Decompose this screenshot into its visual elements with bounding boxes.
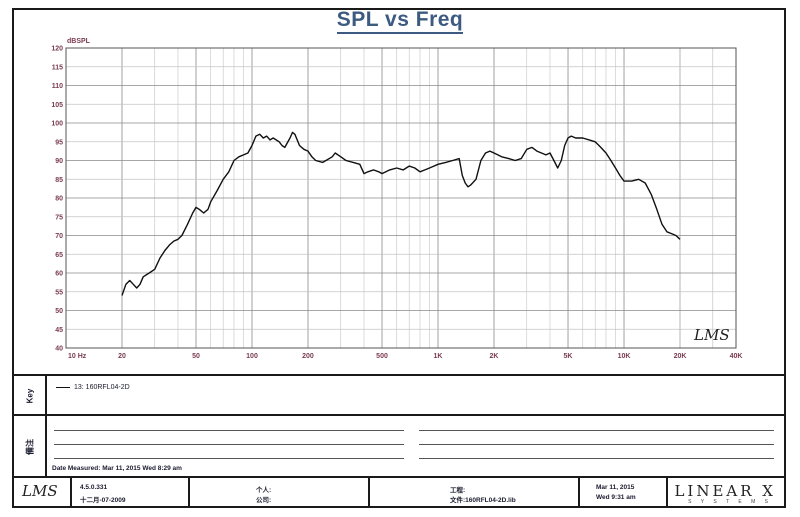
y-tick-label: 75 <box>55 214 63 221</box>
y-tick-label: 50 <box>55 308 63 315</box>
y-tick-label: 95 <box>55 139 63 146</box>
footer-version-cell: 4.5.0.331 十二月-07-2009 <box>72 478 190 508</box>
x-tick-label: 2K <box>490 353 499 360</box>
legend-line-swatch <box>56 387 70 388</box>
y-tick-label: 70 <box>55 233 63 240</box>
x-tick-label: 1K <box>434 353 443 360</box>
project-label: 工程: <box>450 487 466 494</box>
legend-entry: 13: 160RFL04-2D <box>56 384 130 391</box>
y-tick-label: 65 <box>55 252 63 259</box>
x-tick-label: 40K <box>730 353 743 360</box>
y-axis-unit-label: dBSPL <box>67 38 90 45</box>
note-line <box>419 430 774 431</box>
y-tick-label: 115 <box>52 64 63 71</box>
chart-title: SPL vs Freq <box>0 8 800 34</box>
legend-tab: Key <box>14 376 47 416</box>
note-line <box>419 444 774 445</box>
footer-date: Mar 11, 2015 <box>596 484 635 491</box>
company-label: 公司: <box>256 497 272 504</box>
footer-day-time: Wed 9:31 am <box>596 494 636 501</box>
y-tick-label: 120 <box>51 46 63 53</box>
linearx-logo-subtitle: S Y S T E M S <box>688 499 772 505</box>
y-tick-label: 100 <box>51 121 63 128</box>
software-version: 4.5.0.331 <box>80 484 108 491</box>
footer-date-cell: Mar 11, 2015 Wed 9:31 am <box>580 478 668 508</box>
notes-panel: 備注 Date Measured: Mar 11, 2015 Wed 8:29 … <box>14 414 784 478</box>
footer-logo-cell: LMS <box>14 478 72 508</box>
linearx-logo: LINEAR X <box>674 482 776 500</box>
y-tick-label: 90 <box>55 158 63 165</box>
legend-panel: Key 13: 160RFL04-2D <box>14 374 784 416</box>
note-line <box>419 458 774 459</box>
spl-chart: 40 45 50 55 60 65 70 75 80 85 90 95 100 105 110 115 120 1… <box>51 46 743 361</box>
x-tick-label: 100 <box>246 353 258 360</box>
note-line <box>54 458 404 459</box>
y-tick-label: 60 <box>55 271 63 278</box>
note-line <box>54 444 404 445</box>
x-tick-label: 50 <box>192 353 200 360</box>
date-measured: Date Measured: Mar 11, 2015 Wed 8:29 am <box>52 465 182 472</box>
series-line <box>121 131 681 296</box>
footer-person-cell: 个人: 公司: <box>190 478 370 508</box>
footer-project-cell: 工程: 文件:160RFL04-2D.lib <box>370 478 580 508</box>
x-tick-label: 10 Hz <box>68 353 87 360</box>
x-tick-label: 20 <box>118 353 126 360</box>
notes-tab: 備注 <box>14 416 47 478</box>
footer-lms-logo: LMS <box>22 482 58 500</box>
x-tick-label: 200 <box>302 353 314 360</box>
y-tick-label: 45 <box>55 327 63 334</box>
y-tick-label: 105 <box>51 102 63 109</box>
y-tick-label: 55 <box>55 289 63 296</box>
plot-border <box>65 47 737 349</box>
y-tick-label: 40 <box>55 346 63 353</box>
legend-entry-label: 13: 160RFL04-2D <box>74 384 130 391</box>
y-tick-label: 110 <box>52 83 63 90</box>
x-tick-label: 10K <box>618 353 631 360</box>
footer-bar: LMS 4.5.0.331 十二月-07-2009 个人: 公司: 工程: 文件… <box>14 476 784 508</box>
file-label: 文件:160RFL04-2D.lib <box>450 497 516 504</box>
chart-lms-watermark: LMS <box>694 326 730 344</box>
y-tick-label: 80 <box>55 196 63 203</box>
y-tick-label: 85 <box>55 177 63 184</box>
person-label: 个人: <box>256 487 272 494</box>
x-tick-label: 5K <box>564 353 573 360</box>
x-tick-label: 20K <box>674 353 687 360</box>
software-version-date: 十二月-07-2009 <box>80 497 126 504</box>
note-line <box>54 430 404 431</box>
x-tick-label: 500 <box>376 353 388 360</box>
